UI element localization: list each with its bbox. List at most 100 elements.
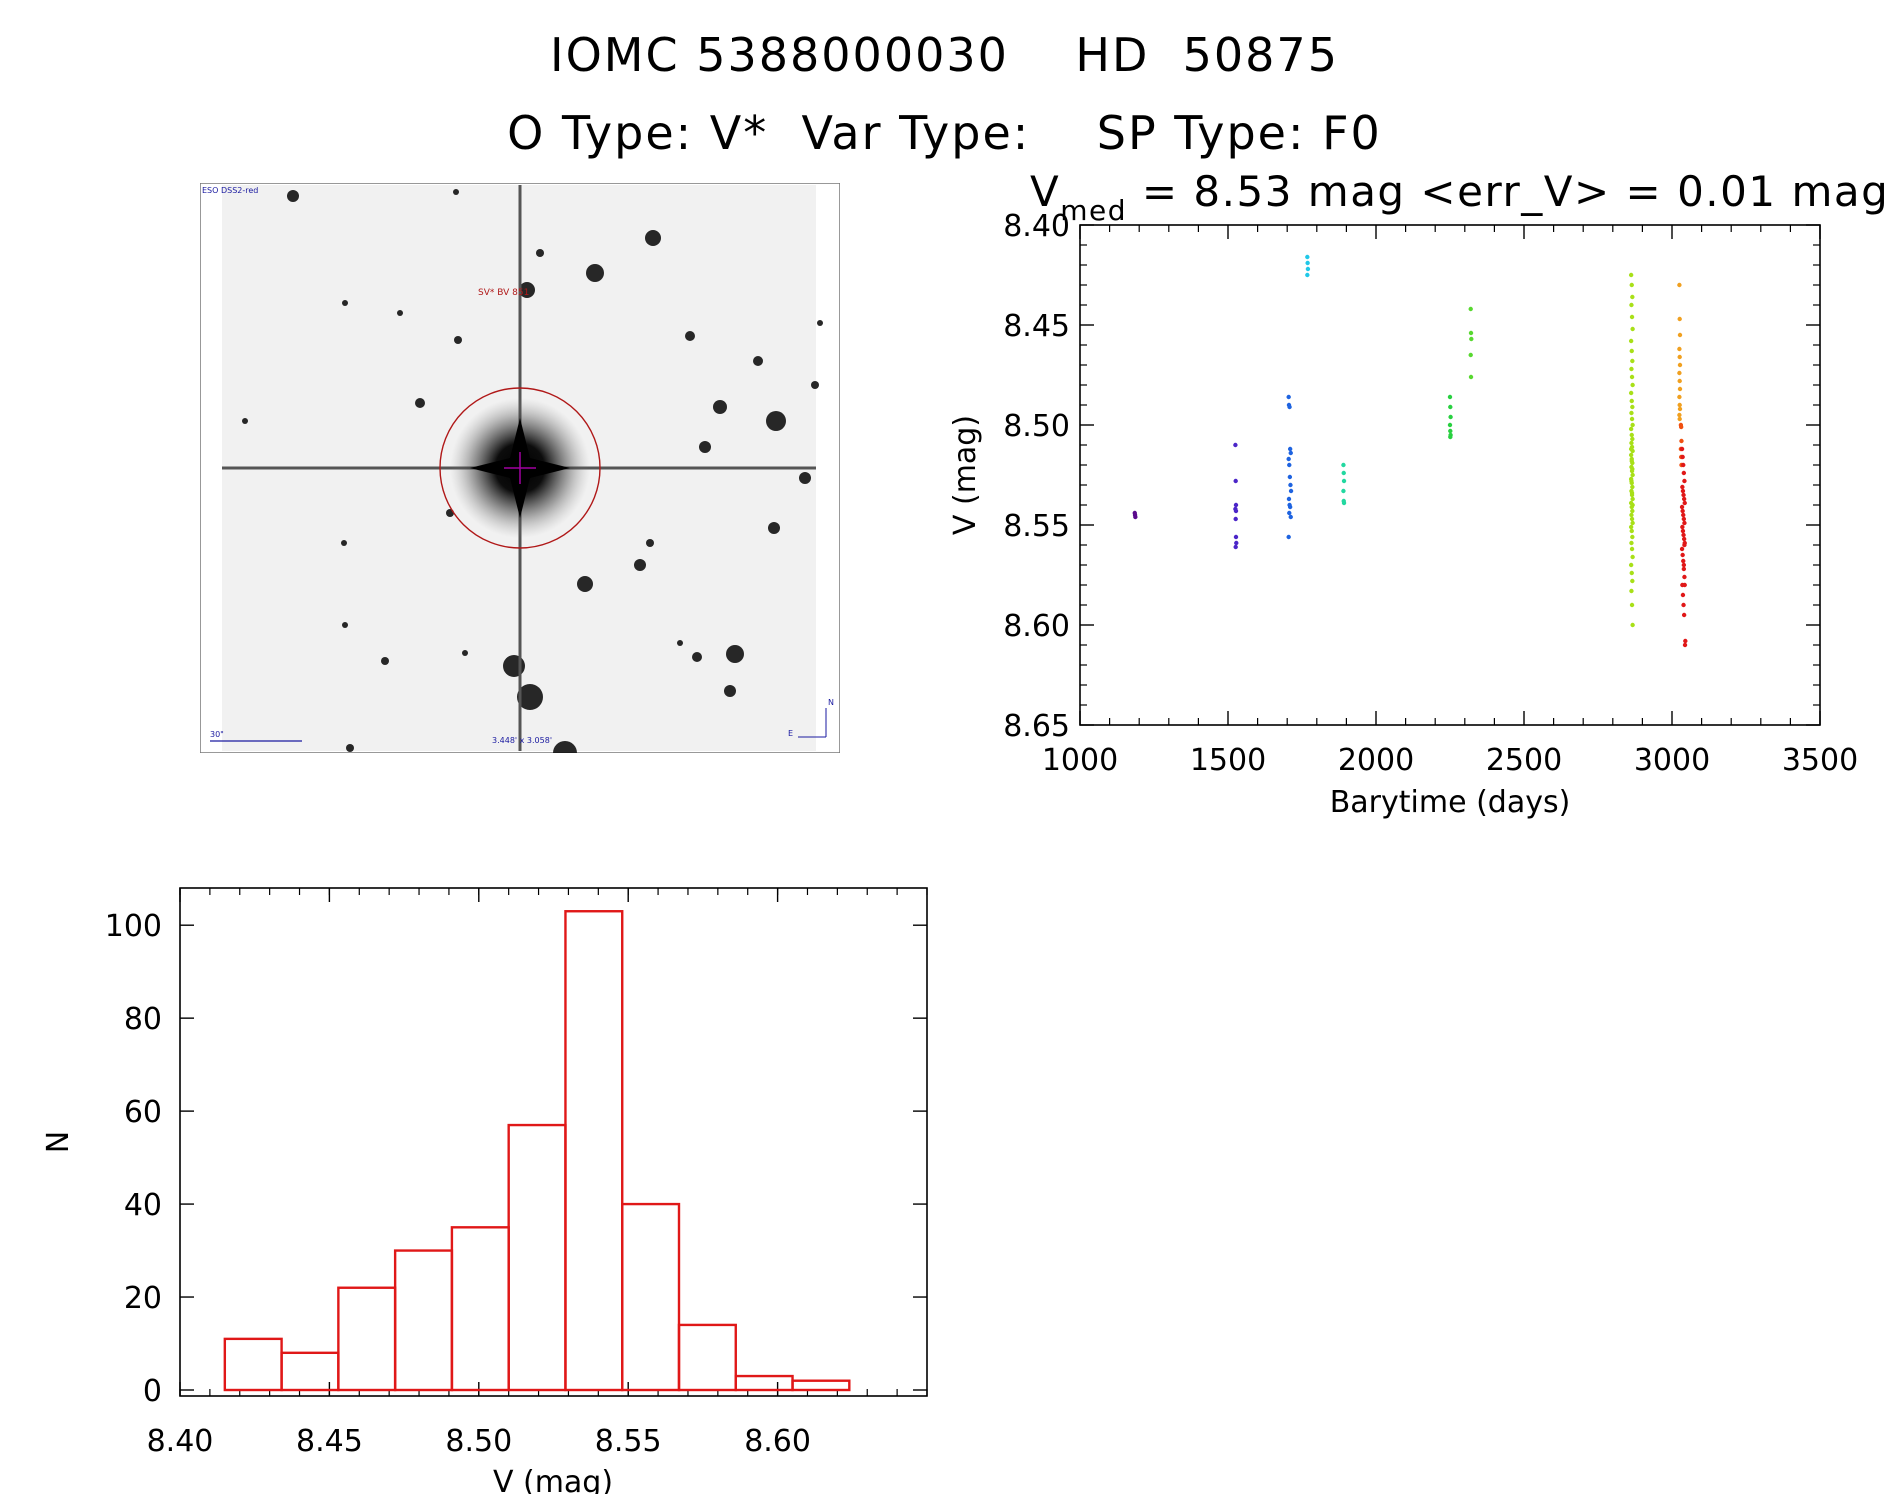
data-point bbox=[1629, 458, 1634, 464]
data-point bbox=[1629, 516, 1635, 522]
field-star bbox=[381, 657, 389, 665]
data-point bbox=[1305, 266, 1311, 272]
data-point bbox=[1233, 508, 1239, 514]
data-point bbox=[1629, 540, 1634, 546]
light-curve-chart: Vmed = 8.53 mag <err_V> = 0.01 mag 1000 1… bbox=[948, 167, 1889, 820]
x-tick-label: 3500 bbox=[1782, 743, 1858, 778]
data-point bbox=[1681, 602, 1686, 608]
data-point bbox=[1287, 446, 1293, 452]
data-point bbox=[1677, 362, 1683, 368]
y-tick-label: 100 bbox=[105, 909, 162, 944]
x-tick-label: 2000 bbox=[1338, 743, 1414, 778]
data-point bbox=[1681, 492, 1686, 498]
title-median-text: = 8.53 mag <err_V> = 0.01 mag bbox=[1127, 167, 1889, 216]
histogram-bar bbox=[791, 1379, 851, 1392]
data-point bbox=[1682, 582, 1687, 588]
field-star bbox=[577, 576, 593, 592]
y-tick-label: 8.55 bbox=[1003, 509, 1070, 544]
data-point bbox=[1630, 520, 1635, 526]
data-point bbox=[1287, 510, 1292, 516]
data-point bbox=[1680, 508, 1685, 514]
data-point bbox=[1679, 446, 1685, 452]
survey-label: ESO DSS2-red bbox=[202, 186, 258, 195]
x-tick-label: 8.60 bbox=[744, 1424, 811, 1459]
data-point bbox=[1630, 496, 1635, 502]
data-point bbox=[1677, 316, 1682, 322]
data-point bbox=[1681, 470, 1687, 476]
field-star bbox=[645, 230, 661, 246]
data-point bbox=[1680, 484, 1685, 490]
field-star bbox=[454, 336, 462, 344]
data-point bbox=[1629, 416, 1635, 422]
data-point bbox=[1682, 574, 1687, 580]
data-point bbox=[1679, 504, 1685, 510]
data-point bbox=[1233, 534, 1239, 540]
data-point bbox=[1469, 336, 1474, 342]
data-point bbox=[1681, 566, 1687, 572]
data-point bbox=[1677, 346, 1682, 352]
data-point bbox=[1629, 478, 1634, 484]
target-aperture-circle bbox=[439, 387, 601, 549]
data-point bbox=[1630, 422, 1635, 428]
data-point bbox=[1341, 470, 1346, 476]
field-star bbox=[753, 356, 763, 366]
data-point bbox=[1468, 374, 1474, 380]
data-point bbox=[1286, 534, 1291, 540]
data-point bbox=[1682, 520, 1687, 526]
field-star bbox=[799, 472, 811, 484]
field-star bbox=[342, 622, 348, 628]
data-point bbox=[1233, 478, 1238, 484]
data-point bbox=[1133, 514, 1138, 520]
light-curve-ylabel: V (mag) bbox=[948, 415, 983, 535]
data-point bbox=[1681, 516, 1687, 522]
field-star bbox=[692, 652, 702, 662]
data-point bbox=[1630, 502, 1635, 508]
data-point bbox=[1681, 462, 1686, 468]
x-tick-label: 3000 bbox=[1634, 743, 1710, 778]
y-tick-label: 20 bbox=[124, 1281, 162, 1316]
data-point bbox=[1629, 374, 1635, 380]
data-point bbox=[1629, 432, 1634, 438]
data-point bbox=[1630, 404, 1635, 410]
data-point bbox=[1630, 622, 1635, 628]
y-tick-label: 0 bbox=[143, 1374, 162, 1409]
finder-chart-image: ESO DSS2-red SV* BV 851 30" 3.448' x 3.0… bbox=[200, 183, 840, 753]
histogram-bar bbox=[450, 1226, 510, 1392]
field-star bbox=[462, 650, 468, 656]
data-point bbox=[1630, 578, 1635, 584]
histogram-ylabel: N bbox=[41, 1131, 76, 1153]
data-point bbox=[1286, 496, 1292, 502]
histogram-bar bbox=[621, 1202, 681, 1392]
data-point bbox=[1288, 514, 1293, 520]
data-point bbox=[1286, 456, 1291, 462]
histogram-bar bbox=[223, 1337, 283, 1392]
data-point bbox=[1677, 378, 1682, 384]
data-point bbox=[1681, 562, 1687, 568]
data-point bbox=[1468, 306, 1473, 312]
y-tick-label: 8.40 bbox=[1003, 209, 1070, 244]
y-tick-label: 8.50 bbox=[1003, 409, 1070, 444]
data-point bbox=[1681, 532, 1686, 538]
data-point bbox=[1628, 452, 1634, 458]
x-tick-label: 8.40 bbox=[147, 1424, 214, 1459]
data-point bbox=[1680, 454, 1685, 460]
histogram-bars bbox=[223, 910, 851, 1392]
data-point bbox=[1679, 546, 1685, 552]
histogram-bar bbox=[564, 910, 624, 1392]
data-point bbox=[1630, 508, 1635, 514]
data-point bbox=[1629, 602, 1635, 608]
field-star bbox=[699, 441, 711, 453]
light-curve-xlabel: Barytime (days) bbox=[1330, 785, 1571, 820]
histogram-bar bbox=[507, 1123, 567, 1392]
data-point bbox=[1681, 512, 1686, 518]
data-point bbox=[1630, 484, 1635, 490]
data-point bbox=[1680, 552, 1685, 558]
title-med-subscript: med bbox=[1060, 194, 1127, 227]
data-point bbox=[1677, 386, 1683, 392]
data-point bbox=[1629, 410, 1634, 416]
data-point bbox=[1681, 612, 1687, 618]
y-tick-label: 8.45 bbox=[1003, 309, 1070, 344]
data-point bbox=[1630, 326, 1635, 332]
field-star bbox=[346, 744, 354, 752]
data-point bbox=[1682, 500, 1687, 506]
